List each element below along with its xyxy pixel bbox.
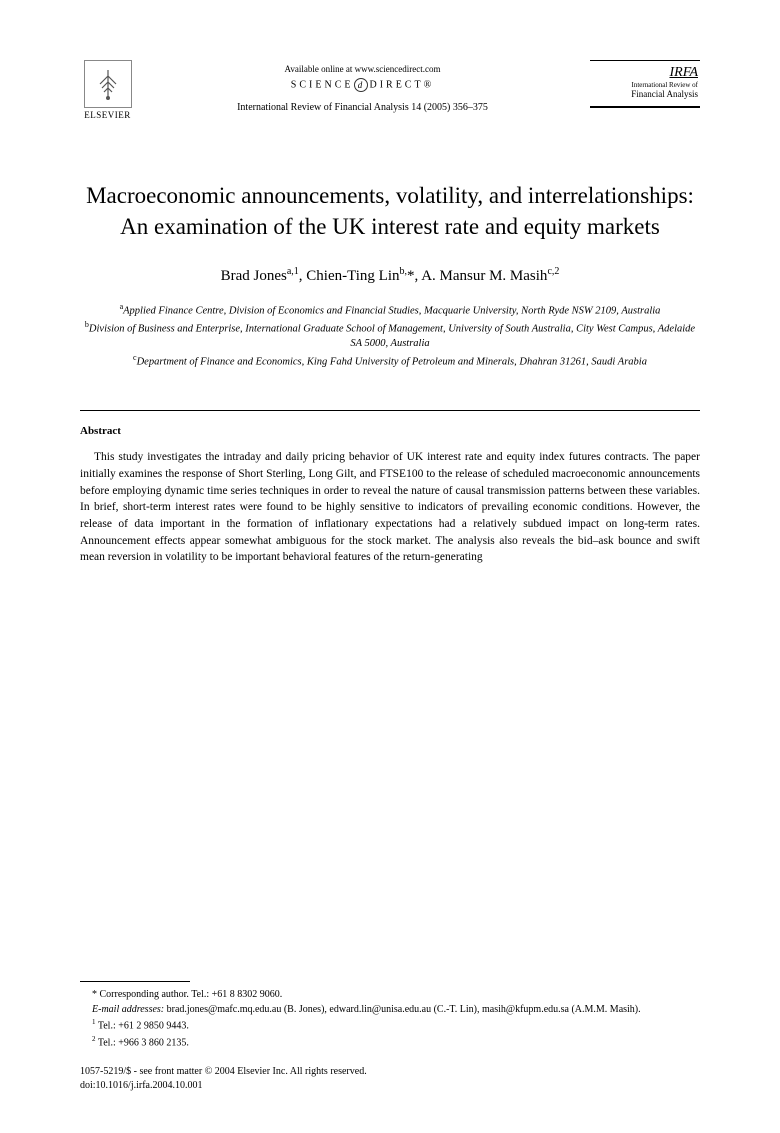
abstract-heading: Abstract	[80, 425, 700, 437]
footnote-2: 2 Tel.: +966 3 860 2135.	[80, 1034, 700, 1051]
author-list: Brad Jonesa,1, Chien-Ting Linb,*, A. Man…	[80, 266, 700, 285]
science-direct-left: SCIENCE	[291, 79, 354, 90]
corresponding-author-note: * Corresponding author. Tel.: +61 8 8302…	[80, 988, 700, 1003]
email-addresses: E-mail addresses: brad.jones@mafc.mq.edu…	[80, 1003, 700, 1018]
affiliation-list: aApplied Finance Centre, Division of Eco…	[80, 301, 700, 370]
header-center: Available online at www.sciencedirect.co…	[135, 60, 590, 113]
copyright-doi: 1057-5219/$ - see front matter © 2004 El…	[80, 1065, 700, 1093]
science-direct-logo: SCIENCEdDIRECT®	[135, 78, 590, 92]
affiliation-c: cDepartment of Finance and Economics, Ki…	[80, 352, 700, 370]
available-online-text: Available online at www.sciencedirect.co…	[135, 64, 590, 74]
publisher-logo: ELSEVIER	[80, 60, 135, 120]
abstract-rule	[80, 410, 700, 411]
abstract-body: This study investigates the intraday and…	[80, 449, 700, 566]
footnotes-rule	[80, 981, 190, 982]
elsevier-tree-icon	[84, 60, 132, 108]
article-title: Macroeconomic announcements, volatility,…	[80, 180, 700, 242]
journal-full-name: International Review of Financial Analys…	[592, 81, 698, 100]
footnote-1: 1 Tel.: +61 2 9850 9443.	[80, 1017, 700, 1034]
journal-badge: IRFA International Review of Financial A…	[590, 60, 700, 108]
science-direct-right: DIRECT®	[369, 79, 434, 90]
copyright-line: 1057-5219/$ - see front matter © 2004 El…	[80, 1065, 700, 1079]
doi-line: doi:10.1016/j.irfa.2004.10.001	[80, 1079, 700, 1093]
publisher-name: ELSEVIER	[84, 110, 131, 120]
affiliation-a: aApplied Finance Centre, Division of Eco…	[80, 301, 700, 319]
footnotes-block: * Corresponding author. Tel.: +61 8 8302…	[80, 981, 700, 1093]
affiliation-b: bDivision of Business and Enterprise, In…	[80, 319, 700, 352]
journal-citation: International Review of Financial Analys…	[135, 102, 590, 113]
sd-swirl-icon: d	[354, 78, 368, 92]
page-header: ELSEVIER Available online at www.science…	[80, 60, 700, 120]
journal-abbrev: IRFA	[592, 65, 698, 81]
